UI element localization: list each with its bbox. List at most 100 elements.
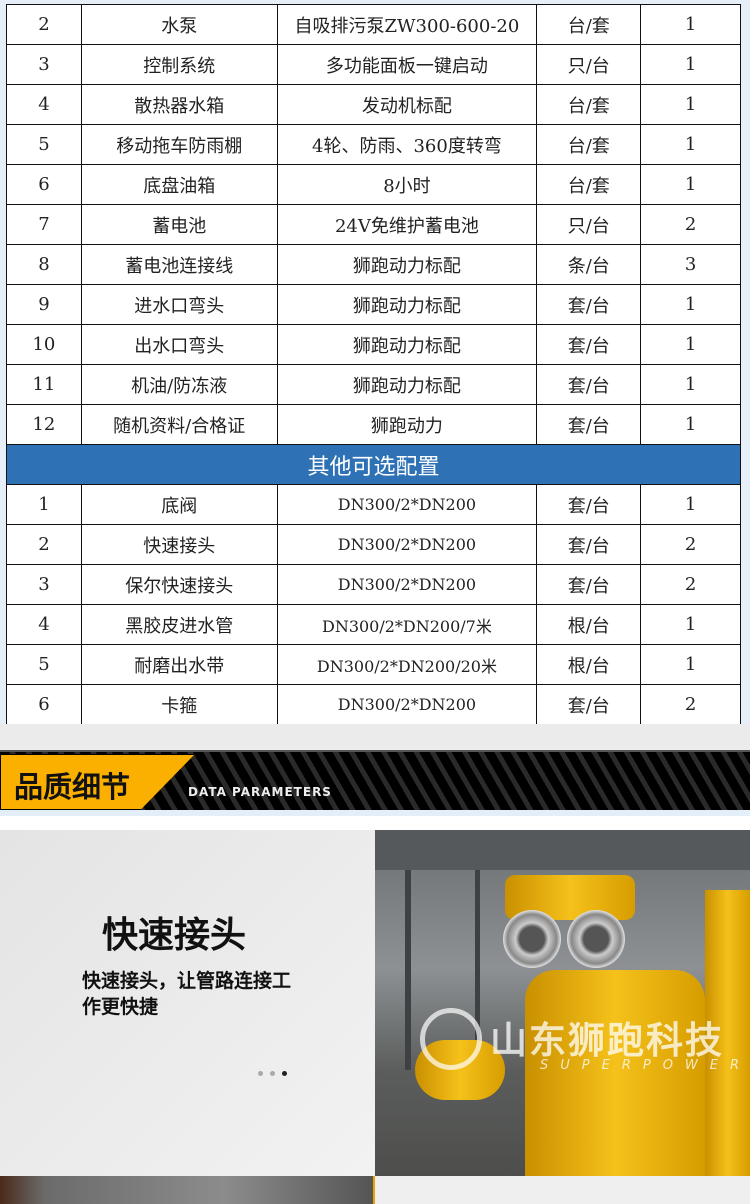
cell-qty: 2 <box>640 524 741 565</box>
cell-qty: 1 <box>640 124 741 165</box>
cell-unit: 套/台 <box>536 404 642 445</box>
cell-unit: 台/套 <box>536 124 642 165</box>
cell-qty: 1 <box>640 164 741 205</box>
feature-title: 快速接头 <box>102 915 247 956</box>
cell-spec: 狮跑动力标配 <box>276 364 538 405</box>
cell-spec: 8小时 <box>276 164 538 205</box>
cell-no: 8 <box>6 244 82 285</box>
product-photo: 山东狮跑科技 SUPERPOWER <box>375 830 750 1176</box>
cell-unit: 套/台 <box>536 324 642 365</box>
section-header: 其他可选配置 <box>6 444 741 485</box>
cell-no: 3 <box>6 44 82 85</box>
cell-qty: 1 <box>640 364 741 405</box>
cell-qty: 1 <box>640 404 741 445</box>
watermark-en: SUPERPOWER <box>540 1058 750 1073</box>
table-row: 9 进水口弯头 狮跑动力标配 套/台 1 <box>6 284 741 325</box>
cell-unit: 套/台 <box>536 564 642 605</box>
cell-spec: 发动机标配 <box>276 84 538 125</box>
config-table: 2 水泵 自吸排污泵ZW300-600-20 台/套 1 3 控制系统 多功能面板一键启动 只/… <box>6 4 741 725</box>
cell-qty: 1 <box>640 44 741 85</box>
table-row: 5 移动拖车防雨棚 4轮、防雨、360度转弯 台/套 1 <box>6 124 741 165</box>
cell-no: 2 <box>6 524 82 565</box>
cell-name: 出水口弯头 <box>80 324 278 365</box>
cell-qty: 2 <box>640 564 741 605</box>
cell-spec: 多功能面板一键启动 <box>276 44 538 85</box>
cell-unit: 根/台 <box>536 644 642 685</box>
cell-unit: 台/套 <box>536 164 642 205</box>
carousel-dot[interactable] <box>270 1071 275 1076</box>
banner-tag <box>0 754 195 810</box>
cell-name: 进水口弯头 <box>80 284 278 325</box>
cell-spec: DN300/2*DN200 <box>276 564 538 605</box>
table-row: 7 蓄电池 24V免维护蓄电池 只/台 2 <box>6 204 741 245</box>
table-row: 2 快速接头 DN300/2*DN200 套/台 2 <box>6 524 741 565</box>
cell-name: 底盘油箱 <box>80 164 278 205</box>
cell-no: 12 <box>6 404 82 445</box>
cell-spec: 狮跑动力标配 <box>276 324 538 365</box>
cell-name: 黑胶皮进水管 <box>80 604 278 645</box>
cell-qty: 2 <box>640 204 741 245</box>
cell-name: 快速接头 <box>80 524 278 565</box>
section-banner: 品质细节 DATA PARAMETERS <box>0 750 750 810</box>
cell-spec: 24V免维护蓄电池 <box>276 204 538 245</box>
cell-no: 5 <box>6 124 82 165</box>
cell-name: 耐磨出水带 <box>80 644 278 685</box>
cell-unit: 只/台 <box>536 44 642 85</box>
cell-spec: 4轮、防雨、360度转弯 <box>276 124 538 165</box>
cell-no: 6 <box>6 684 82 725</box>
table-row: 4 散热器水箱 发动机标配 台/套 1 <box>6 84 741 125</box>
cell-no: 7 <box>6 204 82 245</box>
table-row: 5 耐磨出水带 DN300/2*DN200/20米 根/台 1 <box>6 644 741 685</box>
cell-qty: 3 <box>640 244 741 285</box>
product-photo-2 <box>0 1176 375 1204</box>
cell-unit: 套/台 <box>536 284 642 325</box>
carousel-dot[interactable] <box>258 1071 263 1076</box>
carousel-dots[interactable] <box>258 1071 287 1076</box>
table-row: 1 底阀 DN300/2*DN200 套/台 1 <box>6 484 741 525</box>
cell-no: 2 <box>6 4 82 45</box>
feature-panel-2 <box>375 1176 750 1204</box>
cell-qty: 1 <box>640 284 741 325</box>
cell-name: 随机资料/合格证 <box>80 404 278 445</box>
cell-unit: 套/台 <box>536 364 642 405</box>
feature-description: 快速接头，让管路连接工作更快捷 <box>82 970 292 1018</box>
cell-name: 散热器水箱 <box>80 84 278 125</box>
cell-name: 卡箍 <box>80 684 278 725</box>
cell-unit: 台/套 <box>536 84 642 125</box>
cell-name: 保尔快速接头 <box>80 564 278 605</box>
cell-no: 11 <box>6 364 82 405</box>
cell-no: 4 <box>6 84 82 125</box>
cell-unit: 套/台 <box>536 524 642 565</box>
cell-qty: 1 <box>640 604 741 645</box>
lion-logo-icon <box>420 1008 482 1070</box>
table-row: 2 水泵 自吸排污泵ZW300-600-20 台/套 1 <box>6 4 741 45</box>
table-row: 6 底盘油箱 8小时 台/套 1 <box>6 164 741 205</box>
cell-unit: 根/台 <box>536 604 642 645</box>
feature-panel: 快速接头 快速接头，让管路连接工作更快捷 <box>0 830 375 1176</box>
table-row: 11 机油/防冻液 狮跑动力标配 套/台 1 <box>6 364 741 405</box>
section-header-row: 其他可选配置 <box>6 444 741 485</box>
table-row: 12 随机资料/合格证 狮跑动力 套/台 1 <box>6 404 741 445</box>
cell-unit: 台/套 <box>536 4 642 45</box>
cell-qty: 2 <box>640 684 741 725</box>
cell-unit: 条/台 <box>536 244 642 285</box>
cell-no: 4 <box>6 604 82 645</box>
parts-table-area: 2 水泵 自吸排污泵ZW300-600-20 台/套 1 3 控制系统 多功能面板一键启动 只/… <box>0 0 750 725</box>
cell-qty: 1 <box>640 84 741 125</box>
table-row: 4 黑胶皮进水管 DN300/2*DN200/7米 根/台 1 <box>6 604 741 645</box>
table-row: 10 出水口弯头 狮跑动力标配 套/台 1 <box>6 324 741 365</box>
cell-no: 10 <box>6 324 82 365</box>
cell-name: 蓄电池连接线 <box>80 244 278 285</box>
cell-qty: 1 <box>640 644 741 685</box>
cell-spec: DN300/2*DN200/7米 <box>276 604 538 645</box>
table-row: 6 卡箍 DN300/2*DN200 套/台 2 <box>6 684 741 725</box>
cell-name: 控制系统 <box>80 44 278 85</box>
table-row: 3 保尔快速接头 DN300/2*DN200 套/台 2 <box>6 564 741 605</box>
banner-title: 品质细节 <box>14 770 131 804</box>
cell-name: 移动拖车防雨棚 <box>80 124 278 165</box>
cell-no: 1 <box>6 484 82 525</box>
cell-spec: 狮跑动力标配 <box>276 284 538 325</box>
cell-spec: DN300/2*DN200 <box>276 524 538 565</box>
cell-name: 机油/防冻液 <box>80 364 278 405</box>
carousel-dot-active[interactable] <box>282 1071 287 1076</box>
